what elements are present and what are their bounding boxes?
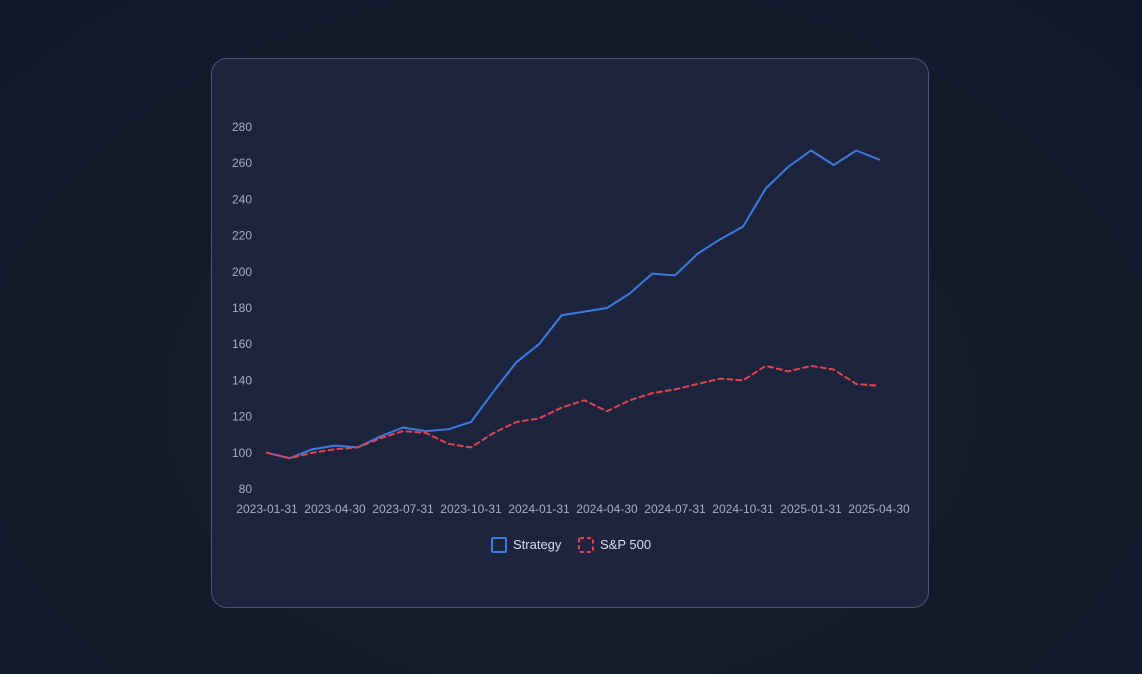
y-tick-label: 240	[232, 192, 252, 206]
x-tick-label: 2024-10-31	[712, 502, 774, 516]
x-tick-label: 2023-04-30	[304, 502, 366, 516]
y-tick-label: 260	[232, 156, 252, 170]
series-line-sp500	[266, 364, 880, 460]
y-tick-label: 220	[232, 229, 252, 243]
legend[interactable]: Strategy S&P 500	[491, 537, 651, 553]
series-lines	[266, 149, 880, 460]
y-tick-label: 140	[232, 373, 252, 387]
line-chart: 80 100 120 140 160 180 200 220 240 260 280 2023-01…	[232, 120, 910, 553]
legend-label: Strategy	[513, 537, 562, 552]
legend-item-sp500[interactable]: S&P 500	[578, 537, 651, 553]
y-tick-label: 80	[239, 482, 253, 496]
y-axis-ticks: 80 100 120 140 160 180 200 220 240 260 280	[232, 120, 252, 496]
legend-swatch	[578, 537, 594, 553]
y-tick-label: 160	[232, 337, 252, 351]
x-tick-label: 2023-10-31	[440, 502, 502, 516]
x-tick-label: 2024-01-31	[508, 502, 570, 516]
x-tick-label: 2024-07-31	[644, 502, 706, 516]
legend-label: S&P 500	[600, 537, 651, 552]
x-tick-label: 2023-07-31	[372, 502, 434, 516]
x-tick-label: 2024-04-30	[576, 502, 638, 516]
x-tick-label: 2025-01-31	[780, 502, 842, 516]
legend-item-strategy[interactable]: Strategy	[491, 537, 562, 553]
x-axis-ticks: 2023-01-31 2023-04-30 2023-07-31 2023-10-31…	[236, 502, 910, 516]
y-tick-label: 180	[232, 301, 252, 315]
y-tick-label: 120	[232, 410, 252, 424]
chart-card: 80 100 120 140 160 180 200 220 240 260 280 2023-01…	[211, 58, 929, 608]
x-tick-label: 2025-04-30	[848, 502, 910, 516]
legend-swatch	[491, 537, 507, 553]
y-tick-label: 200	[232, 265, 252, 279]
y-tick-label: 280	[232, 120, 252, 134]
y-tick-label: 100	[232, 446, 252, 460]
x-tick-label: 2023-01-31	[236, 502, 298, 516]
series-line-strategy	[266, 149, 880, 460]
